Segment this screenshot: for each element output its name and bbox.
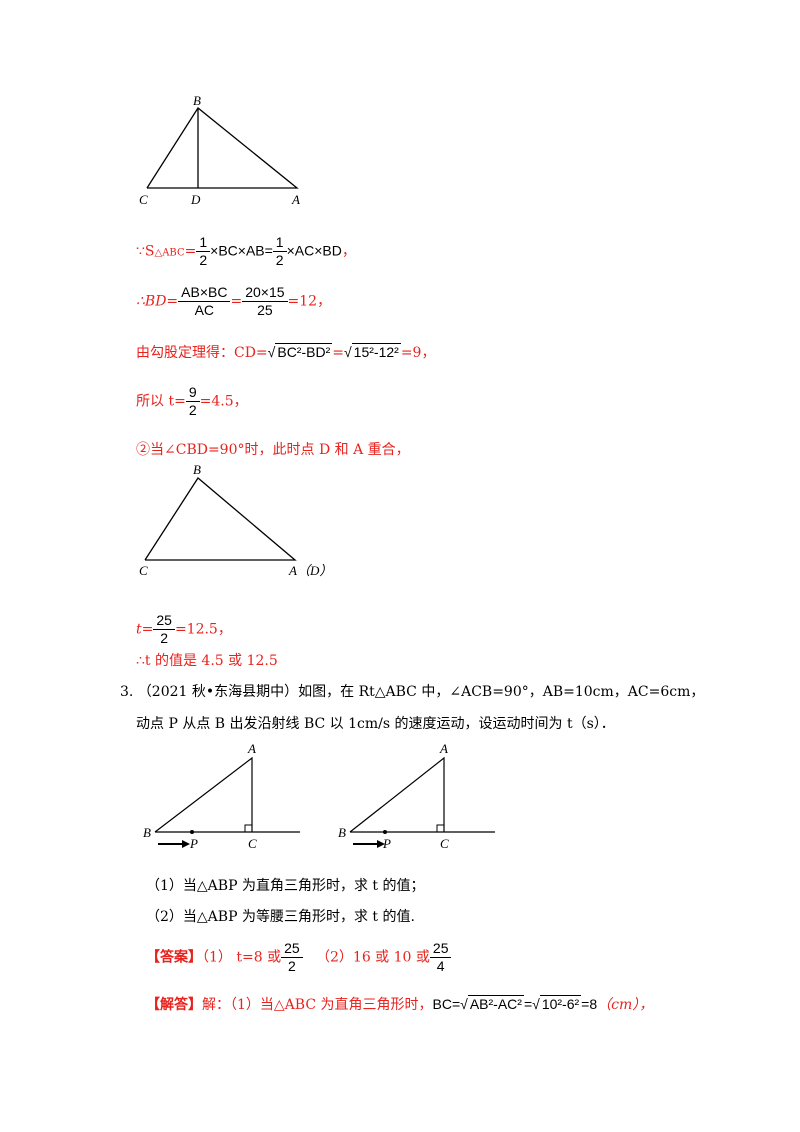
label-a-d: A（D） <box>288 563 332 578</box>
line-case-two: ②当∠CBD=90°时，此时点 D 和 A 重合， <box>136 442 410 458</box>
label-b: B <box>193 93 201 108</box>
label-a: A <box>291 192 300 207</box>
label-c: C <box>139 563 148 578</box>
line-area-formula: ∵S△ABC= 1 2 ×BC×AB= 1 2 ×AC×BD， <box>136 234 356 268</box>
figure-right-triangle-right: A B P C <box>338 741 495 851</box>
label-a: A <box>439 741 448 756</box>
label-b: B <box>143 825 151 840</box>
figure-triangle-abc-altitude: B C D A <box>139 93 300 207</box>
label-a: A <box>247 741 256 756</box>
question-3-line-1: 3. （2021 秋•东海县期中）如图，在 Rt△ABC 中，∠ACB=90°，… <box>120 684 705 700</box>
question-3-line-2: 动点 P 从点 B 出发沿射线 BC 以 1cm/s 的速度运动，设运动时间为 … <box>136 716 615 732</box>
label-b: B <box>193 462 201 477</box>
label-c: C <box>248 836 257 851</box>
label-c: C <box>139 192 148 207</box>
label-b: B <box>338 825 346 840</box>
figure-triangle-abc-d-at-a: B C A（D） <box>139 462 332 578</box>
sub-question-1: （1）当△ABP 为直角三角形时，求 t 的值； <box>146 878 425 894</box>
label-p: P <box>382 836 391 851</box>
line-cd-pythagoras: 由勾股定理得：CD=√ BC²-BD² =√ 15²-12² =9， <box>136 343 436 361</box>
label-d: D <box>190 192 201 207</box>
solution-line: 【解答】解：（1）当△ABC 为直角三角形时，BC=√ AB²-AC² =√ 10²-… <box>146 995 654 1013</box>
figure-right-triangle-left: A B P C <box>143 741 300 851</box>
answer-line: 【答案】（1） t=8 或 25 2 （2）16 或 10 或 25 4 <box>146 940 452 975</box>
line-t-first: 所以 t= 9 2 =4.5， <box>136 384 248 418</box>
line-bd-value: ∴BD= AB×BC AC = 20×15 25 =12， <box>136 284 332 318</box>
label-c: C <box>440 836 449 851</box>
line-conclusion: ∴t 的值是 4.5 或 12.5 <box>136 653 278 669</box>
line-t-second: t= 25 2 =12.5， <box>136 612 232 646</box>
sub-question-2: （2）当△ABP 为等腰三角形时，求 t 的值. <box>146 909 415 925</box>
label-p: P <box>189 836 198 851</box>
